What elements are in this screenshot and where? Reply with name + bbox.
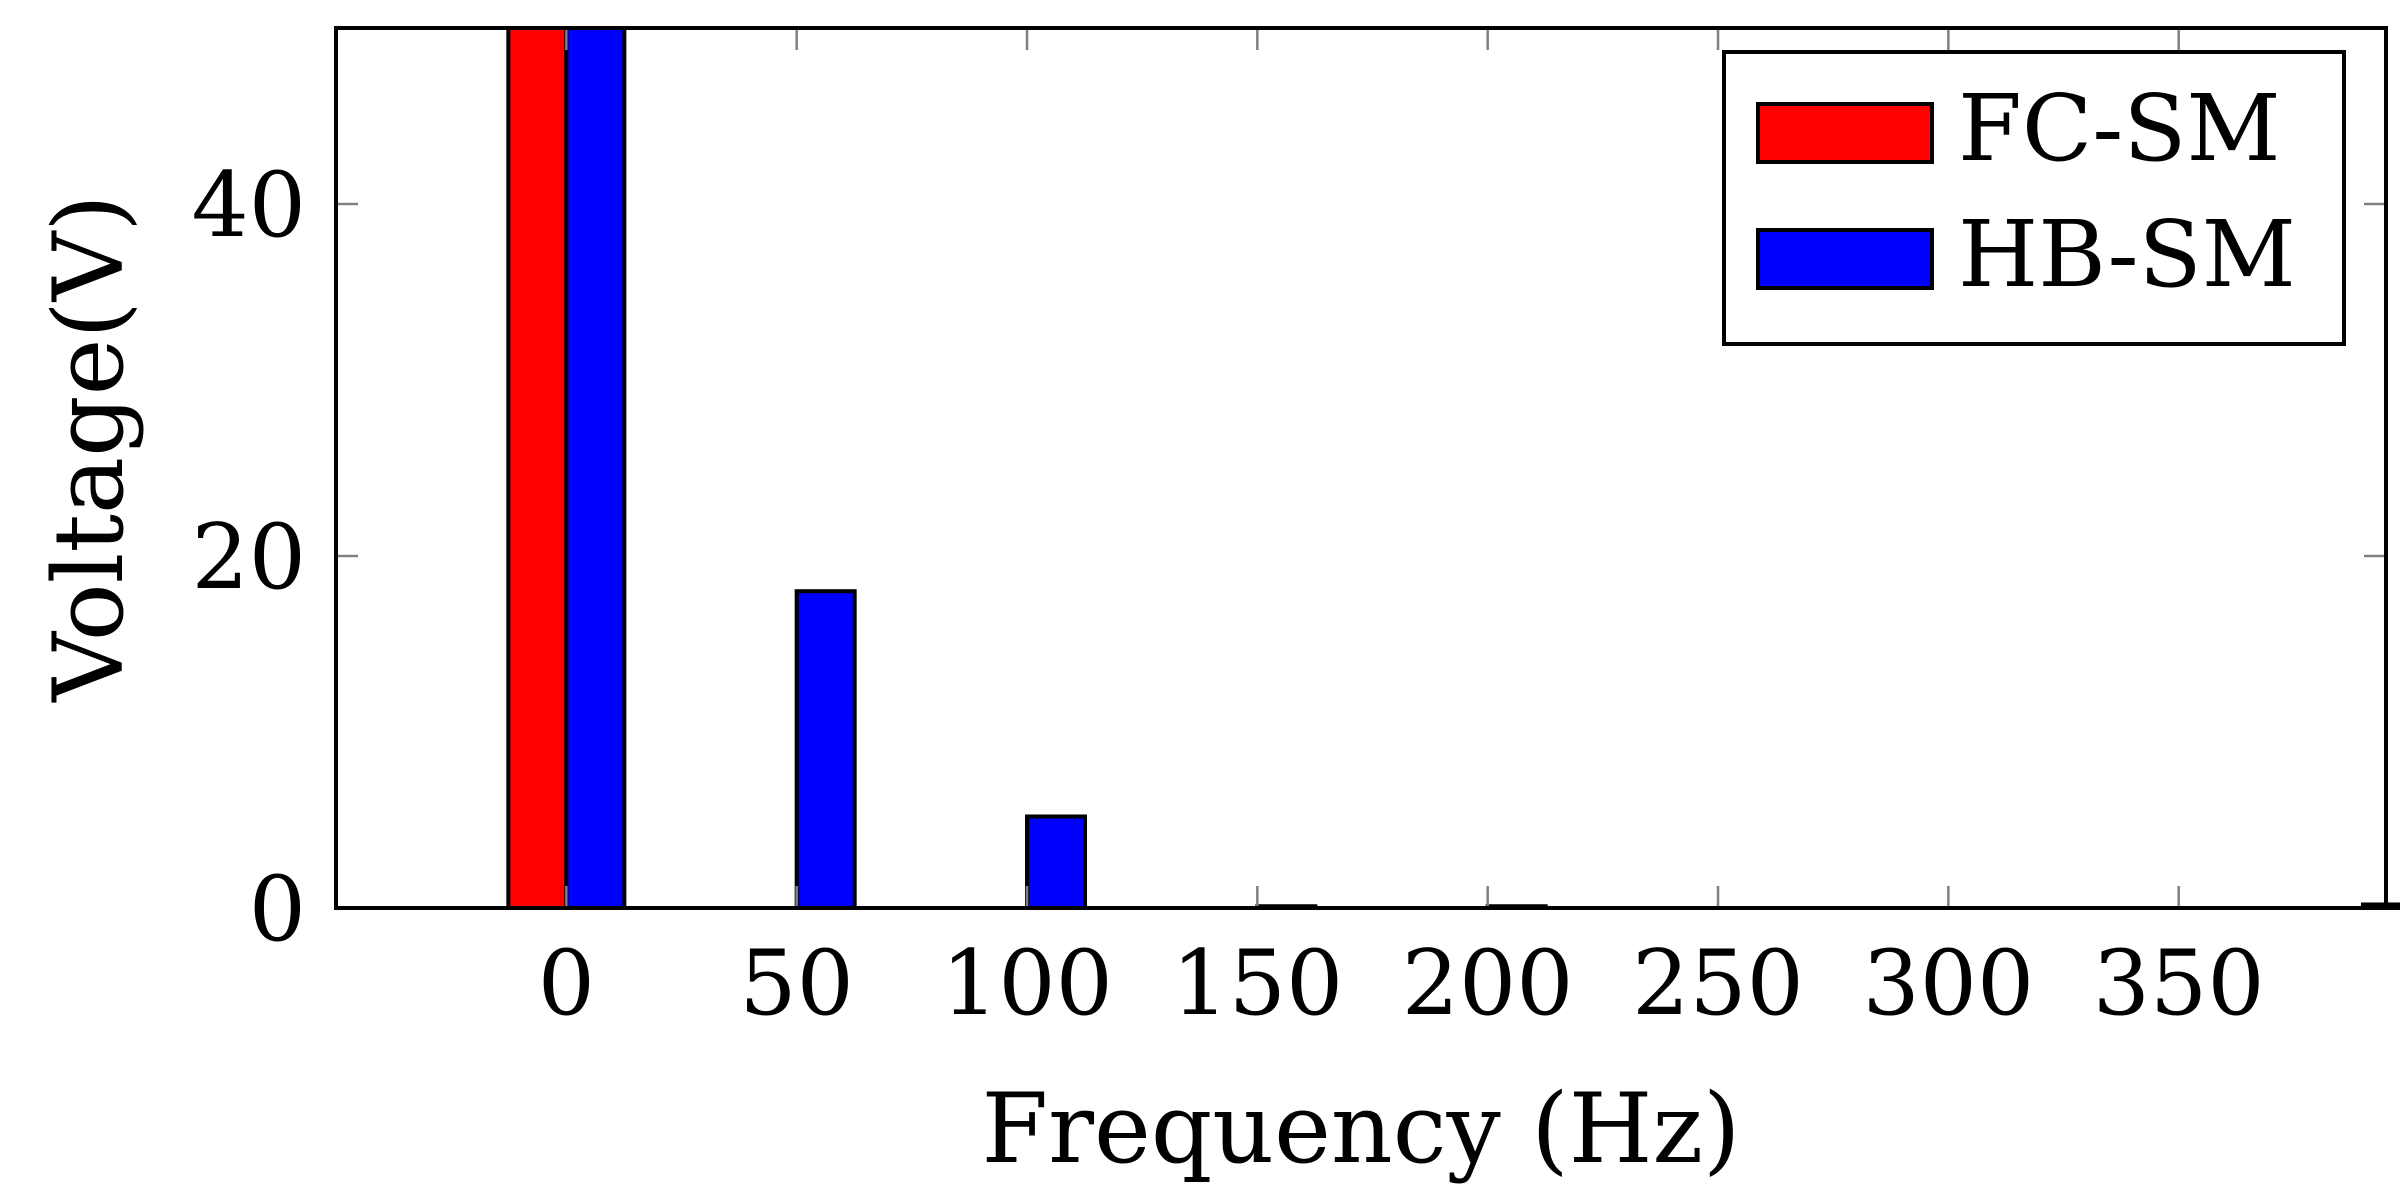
x-tick-label-300: 300 [1862,931,2034,1036]
plot-frame [334,26,2388,910]
y-axis-label: Voltage(V) [33,194,145,702]
legend-label-hb-sm: HB-SM [1958,201,2296,308]
bars-layer [506,26,2400,910]
tick-labels-layer: 0 50 100 150 200 250 300 350 0 20 40 [191,153,2264,1036]
bar-hb-sm-50 [794,589,857,910]
legend: FC-SM HB-SM [1722,50,2346,346]
x-tick-label-350: 350 [2093,931,2265,1036]
y-tick-label-20: 20 [191,505,306,610]
x-axis-label: Frequency (Hz) [982,1073,1741,1185]
legend-box [1722,50,2346,346]
x-tick-label-250: 250 [1632,931,1804,1036]
y-tick-label-0: 0 [249,857,306,962]
bar-hb-sm-0 [564,26,627,910]
bar-hb-sm-100 [1025,814,1088,910]
legend-label-fc-sm: FC-SM [1958,75,2281,182]
x-tick-label-200: 200 [1402,931,1574,1036]
x-tick-label-50: 50 [739,931,854,1036]
legend-swatch-hb-sm [1756,228,1934,290]
x-tick-label-100: 100 [941,931,1113,1036]
y-tick-label-40: 40 [191,153,306,258]
x-tick-label-0: 0 [538,931,595,1036]
legend-swatch-fc-sm [1756,102,1934,164]
bar-fc-sm-0 [506,26,569,910]
x-tick-label-150: 150 [1171,931,1343,1036]
